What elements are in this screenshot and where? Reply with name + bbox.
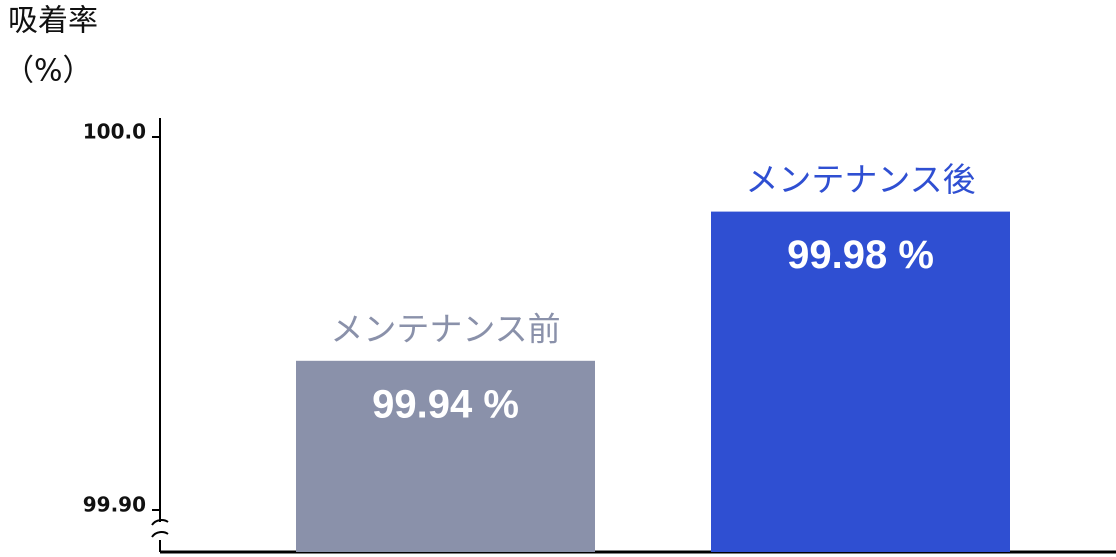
- bar: [296, 360, 595, 552]
- y-tick-label: 100.0: [83, 120, 146, 144]
- value-label: 99.98 %: [787, 233, 934, 277]
- y-axis-title: 吸着率: [8, 4, 98, 39]
- y-tick-label: 99.90: [83, 493, 146, 517]
- category-label: メンテナンス後: [745, 160, 975, 199]
- y-axis-unit: （%）: [4, 54, 93, 89]
- category-label: メンテナンス前: [330, 309, 560, 348]
- axis-break: [151, 519, 169, 538]
- bar: [711, 211, 1010, 552]
- value-label: 99.94 %: [372, 382, 519, 426]
